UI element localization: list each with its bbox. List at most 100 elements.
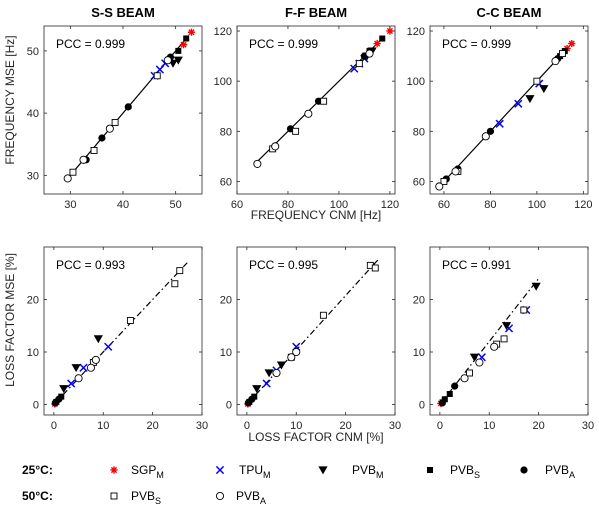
data-point [105, 124, 114, 133]
x-tick-label: 10 [97, 420, 109, 432]
data-point [520, 306, 528, 314]
data-point [451, 382, 459, 390]
data-point [59, 385, 69, 394]
data-point [271, 142, 280, 151]
series-asterisk [179, 28, 196, 49]
panel-cc-loss: 0 10 20 30 0 10 20 PCC = 0.991 [413, 246, 594, 432]
data-point [124, 103, 132, 111]
data-point [90, 146, 98, 154]
data-point [98, 134, 106, 142]
series-triangle-down [252, 361, 287, 394]
data-point [248, 395, 256, 403]
panel-cc-frequency: 60 80 100 120 60 80 100 120 PCC = 0.999 [407, 25, 593, 211]
x-tick-label: 30 [196, 420, 208, 432]
data-point [187, 28, 196, 36]
x-tick-label: 120 [574, 199, 592, 211]
legend-marker-25-1 [215, 465, 225, 475]
data-point [551, 57, 560, 66]
panel-ff-frequency: 60 80 100 120 60 80 100 120 PCC = 0.999 [214, 25, 399, 211]
series-circle-open [435, 57, 560, 191]
series-circle-open [74, 355, 100, 383]
data-point [371, 264, 379, 272]
legend: 25°C: 50°C: SGPM TPUM PVBM PVBS PVBA PVBS PVBA [22, 463, 575, 506]
legend-marker-25-2 [318, 466, 328, 475]
x-tick-label: 0 [244, 420, 250, 432]
y-tick-label: 100 [407, 76, 425, 88]
x-tick-label: 80 [282, 199, 294, 211]
data-point [533, 77, 541, 85]
legend-label-25-4: PVBA [545, 463, 575, 480]
x-tick-label: 100 [330, 199, 348, 211]
data-point [490, 342, 499, 351]
data-point [486, 127, 495, 135]
data-point [111, 118, 119, 126]
data-point [163, 56, 172, 65]
pcc-annotation: PCC = 0.993 [56, 258, 125, 272]
data-point [276, 361, 287, 370]
data-point [438, 399, 446, 407]
series-triangle-down [525, 85, 549, 104]
data-point [69, 168, 77, 176]
data-point [355, 60, 363, 68]
y-tick-label: 60 [413, 176, 425, 188]
data-point [91, 355, 100, 364]
plot-area [236, 246, 396, 416]
y-tick-label: 20 [27, 295, 39, 307]
data-point [531, 282, 541, 291]
data-point [171, 280, 179, 288]
legend-label-25-1: TPUM [239, 463, 271, 480]
data-point [272, 368, 281, 378]
y-tick-label: 80 [413, 126, 425, 138]
legend-label-25-3: PVBS [450, 463, 480, 480]
y-tick-label: 10 [27, 347, 39, 359]
x-tick-label: 10 [290, 420, 302, 432]
x-tick-label: 60 [231, 199, 243, 211]
data-point [481, 132, 490, 141]
x-tick-label: 20 [147, 420, 159, 432]
data-point [104, 342, 113, 351]
x-tick-label: 30 [582, 420, 594, 432]
data-point [446, 391, 453, 397]
data-point [558, 50, 566, 58]
legend-marker-50-0 [110, 492, 118, 500]
x-tick-label: 20 [340, 420, 352, 432]
data-point [74, 374, 83, 383]
pcc-annotation: PCC = 0.991 [442, 258, 511, 272]
data-point [86, 363, 95, 372]
column-title-cc: C-C BEAM [477, 5, 542, 20]
data-point [460, 374, 469, 383]
data-point [386, 27, 394, 35]
x-tick-label: 30 [64, 199, 76, 211]
data-point [176, 267, 184, 275]
legend-label-50-1: PVBA [236, 489, 266, 506]
data-point [179, 41, 188, 49]
x-tick-label: 0 [437, 420, 443, 432]
data-point [55, 395, 63, 403]
series-circle-filled [244, 395, 256, 407]
legend-label-25-0: SGPM [131, 463, 164, 480]
series-circle-filled [51, 395, 63, 407]
x-tick-label: 80 [484, 199, 496, 211]
x-tick-label: 120 [381, 199, 399, 211]
data-point [466, 369, 473, 377]
legend-marker-50-1 [215, 491, 225, 501]
data-point [304, 109, 313, 118]
y-tick-label: 60 [220, 176, 232, 188]
series-circle-filled [438, 382, 459, 407]
series-triangle-down [469, 282, 541, 362]
data-point [93, 335, 103, 344]
y-tick-label: 120 [214, 26, 232, 38]
x-tick-label: 40 [117, 199, 129, 211]
ylabel-frequency: FREQUENCY MSE [Hz] [3, 35, 17, 164]
data-point [63, 174, 72, 183]
data-point [79, 363, 88, 372]
plot-area [429, 246, 589, 416]
data-point [495, 119, 504, 128]
panel-ff-loss: 0 10 20 30 0 10 20 PCC = 0.995 [220, 246, 401, 432]
legend-temp-50: 50°C: [22, 489, 53, 503]
x-tick-label: 50 [170, 199, 182, 211]
y-tick-label: 80 [220, 126, 232, 138]
y-tick-label: 20 [413, 295, 425, 307]
ylabel-loss: LOSS FACTOR MSE [%] [3, 253, 17, 387]
